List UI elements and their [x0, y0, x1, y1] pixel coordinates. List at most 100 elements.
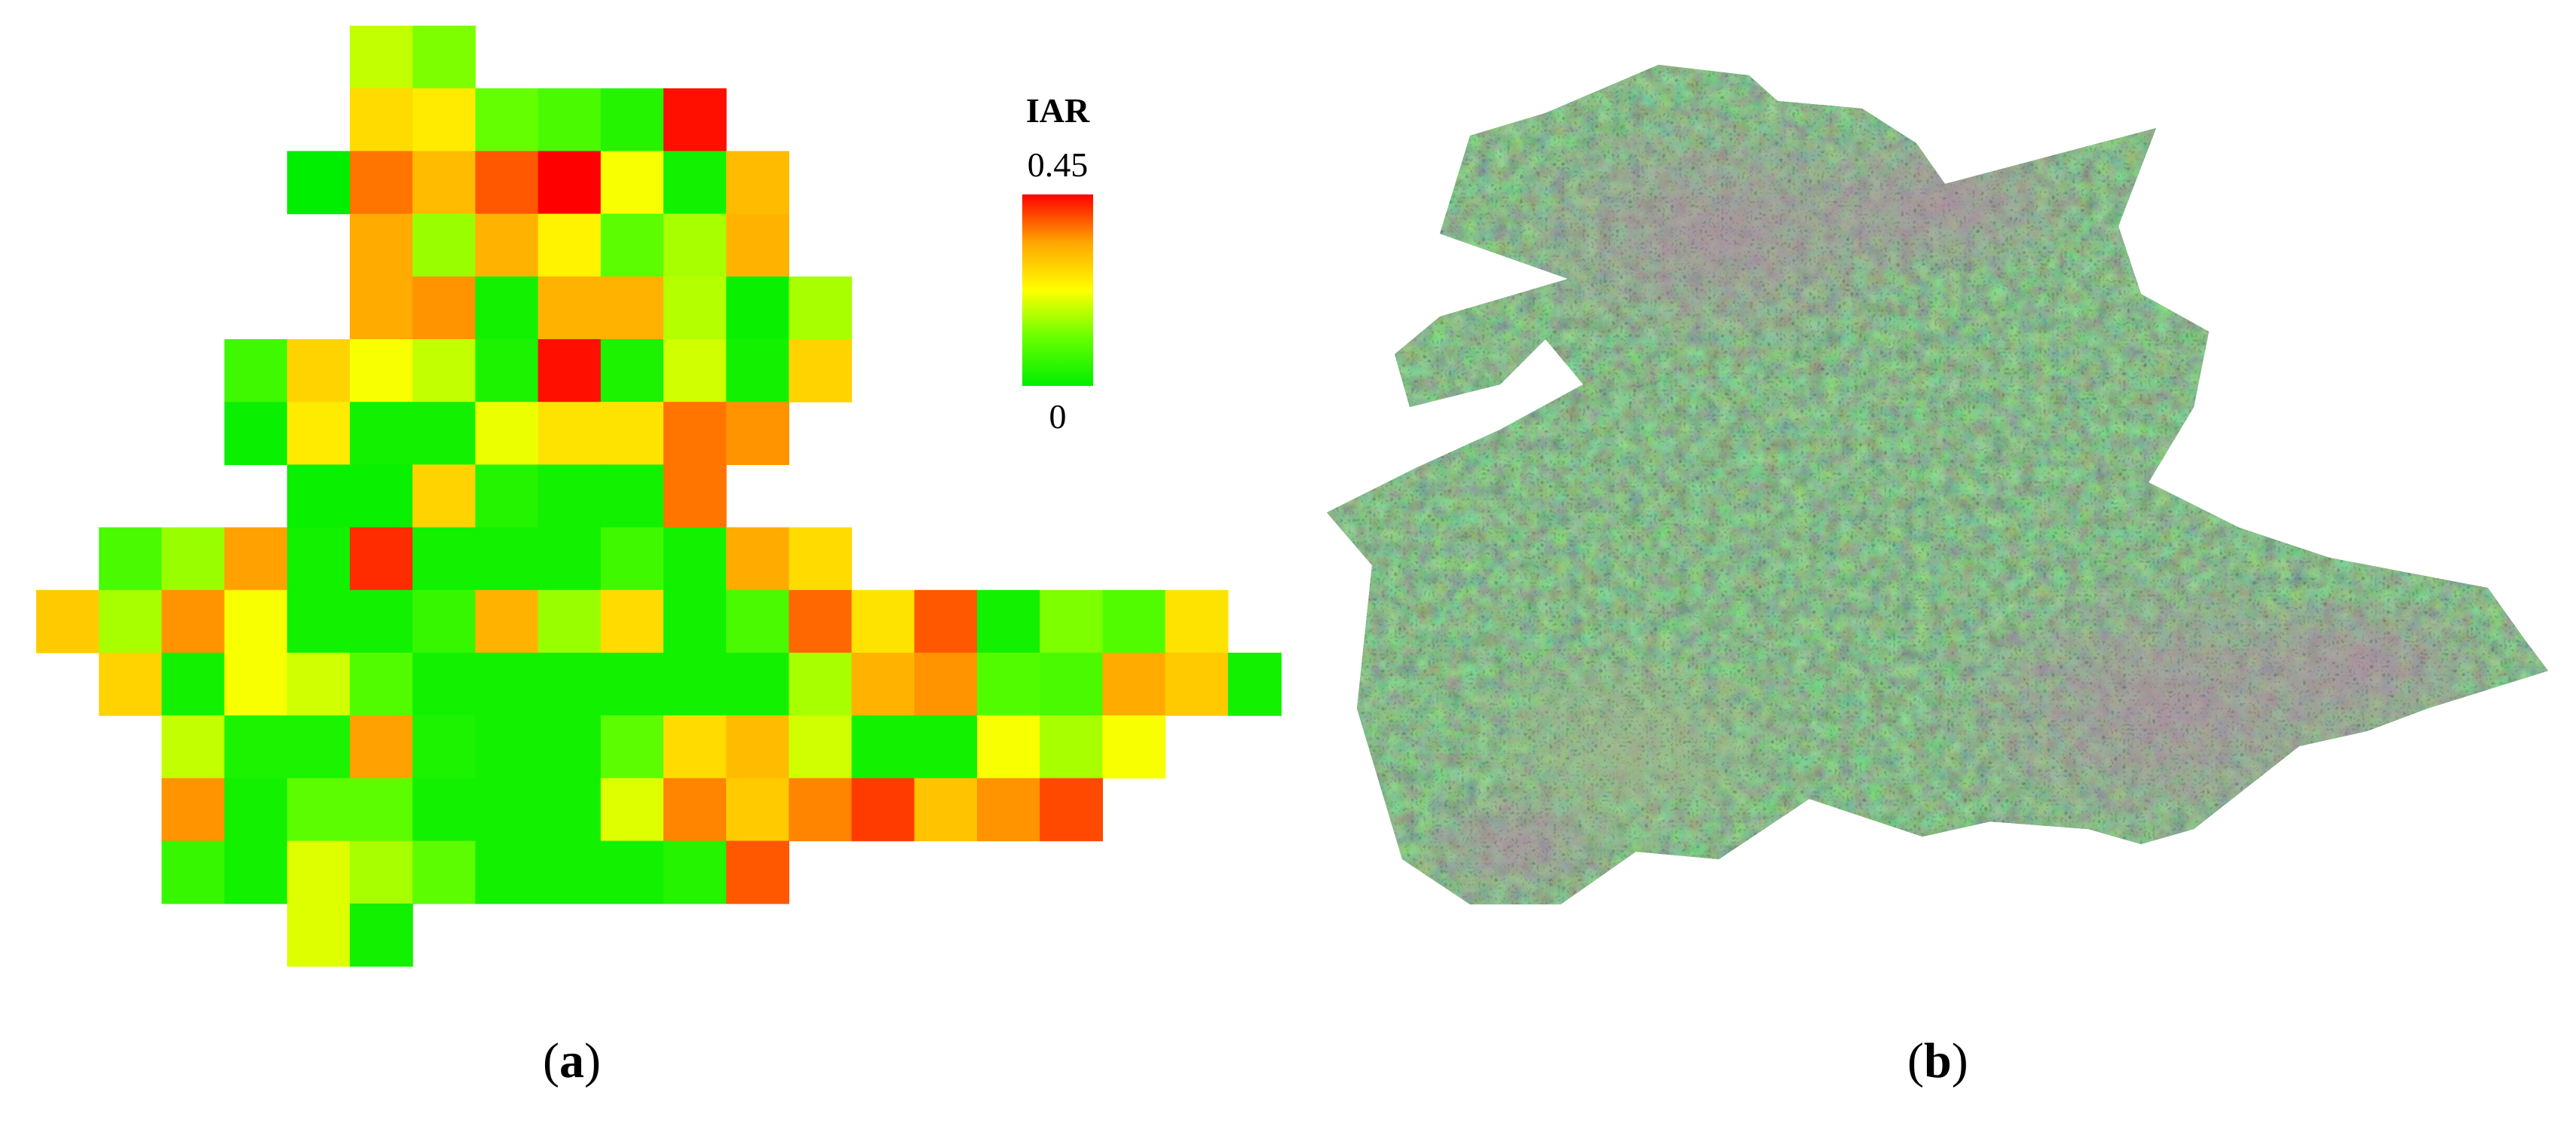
iar-legend: IAR 0.45 0	[980, 90, 1131, 445]
grid-cell	[663, 527, 727, 591]
grid-cell	[663, 778, 727, 842]
grid-cell	[224, 840, 288, 904]
grid-cell	[600, 840, 664, 904]
grid-cell	[851, 653, 915, 716]
grid-cell	[789, 339, 853, 402]
caption-a-close: )	[584, 1033, 601, 1088]
grid-cell	[99, 589, 162, 653]
grid-cell	[914, 589, 978, 653]
grid-cell	[789, 653, 853, 716]
grid-cell	[600, 88, 664, 151]
caption-a-open: (	[543, 1033, 559, 1088]
grid-cell	[663, 715, 727, 779]
grid-cell	[286, 715, 351, 779]
grid-cell	[1102, 589, 1166, 653]
grid-cell	[538, 778, 602, 842]
grid-cell	[350, 778, 413, 842]
grid-cell	[977, 589, 1040, 653]
grid-cell	[475, 715, 539, 779]
grid-cell	[789, 715, 853, 779]
legend-min-label: 0	[1049, 397, 1067, 436]
grid-cell	[286, 151, 351, 215]
grid-cell	[412, 715, 476, 779]
grid-cell	[286, 840, 351, 904]
caption-b-close: )	[1951, 1033, 1968, 1088]
grid-cell	[600, 527, 664, 591]
grid-cell	[475, 88, 539, 151]
grid-cell	[286, 402, 351, 465]
grid-cell	[663, 464, 727, 528]
grid-cell	[475, 840, 539, 904]
grid-cell	[286, 464, 351, 528]
grid-cell	[286, 589, 351, 653]
grid-cell	[350, 402, 413, 465]
grid-cell	[977, 715, 1040, 779]
grid-cell	[350, 653, 413, 716]
grid-cell	[350, 527, 413, 591]
panel-b-caption: (b)	[1907, 1033, 1968, 1090]
grid-cell	[475, 276, 539, 340]
grid-cell	[1102, 715, 1166, 779]
grid-cell	[412, 778, 476, 842]
grid-cell	[538, 88, 602, 151]
grid-cell	[914, 778, 978, 842]
grid-cell	[412, 26, 476, 89]
grid-cell	[286, 778, 351, 842]
legend-title: IAR	[1025, 91, 1090, 130]
grid-cell	[475, 527, 539, 591]
aerial-forest-image-panel	[1327, 45, 2548, 995]
grid-cell	[726, 213, 789, 277]
grid-cell	[600, 653, 664, 716]
grid-cell	[475, 778, 539, 842]
grid-cell	[224, 653, 288, 716]
grid-cell	[475, 653, 539, 716]
grid-cell	[350, 26, 413, 89]
grid-cell	[412, 88, 476, 151]
grid-cell	[663, 402, 727, 465]
grid-cell	[286, 903, 351, 967]
grid-cell	[161, 778, 225, 842]
grid-cell	[350, 151, 413, 215]
grid-cell	[600, 339, 664, 402]
grid-cell	[475, 589, 539, 653]
grid-cell	[224, 589, 288, 653]
grid-cell	[99, 527, 162, 591]
iar-grid-map-panel: IAR 0.45 0	[0, 0, 1291, 1002]
grid-cell	[36, 589, 100, 653]
grid-cell	[663, 276, 727, 340]
grid-cell	[789, 778, 853, 842]
grid-cell	[1165, 653, 1229, 716]
grid-cell	[412, 840, 476, 904]
grid-cell	[350, 88, 413, 151]
grid-cell	[789, 527, 853, 591]
grid-cell	[726, 151, 789, 215]
grid-cell	[350, 464, 413, 528]
grid-cell	[224, 402, 288, 465]
grid-cell	[600, 151, 664, 215]
iar-grid-map	[36, 26, 1291, 967]
grid-cell	[726, 840, 789, 904]
grid-cell	[475, 339, 539, 402]
grid-cell	[914, 715, 978, 779]
grid-cell	[475, 151, 539, 215]
grid-cell	[99, 653, 162, 716]
legend-max-label: 0.45	[1027, 145, 1089, 184]
grid-cell	[161, 840, 225, 904]
grid-cell	[475, 213, 539, 277]
grid-cell	[475, 464, 539, 528]
grid-cell	[538, 840, 602, 904]
grid-cell	[412, 151, 476, 215]
grid-cell	[224, 527, 288, 591]
caption-b-open: (	[1907, 1033, 1924, 1088]
grid-cell	[1040, 715, 1103, 779]
grid-cell	[412, 464, 476, 528]
grid-cell	[538, 339, 602, 402]
grid-cell	[1040, 589, 1103, 653]
grid-cell	[1040, 653, 1103, 716]
grid-cell	[977, 653, 1040, 716]
grid-cell	[663, 840, 727, 904]
grid-cell	[851, 715, 915, 779]
grid-cell	[412, 653, 476, 716]
grid-cell	[475, 402, 539, 465]
grid-cell	[538, 151, 602, 215]
